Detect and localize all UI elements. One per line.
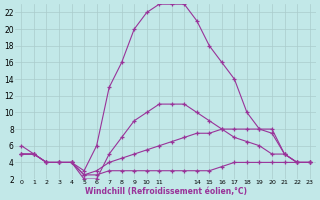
X-axis label: Windchill (Refroidissement éolien,°C): Windchill (Refroidissement éolien,°C): [84, 187, 246, 196]
